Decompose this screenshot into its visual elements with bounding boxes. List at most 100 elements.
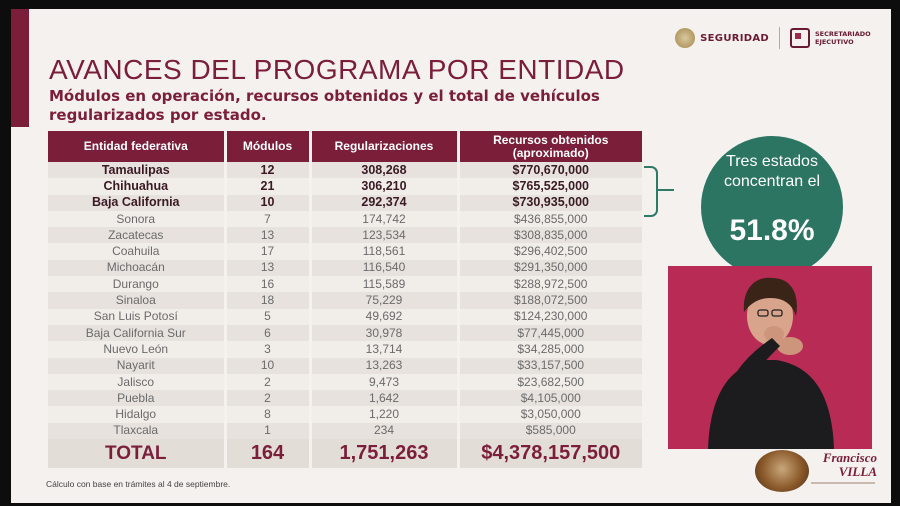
table-row: Tamaulipas 12 308,268 $770,670,000 [48, 162, 642, 179]
states-table: Entidad federativa Módulos Regularizacio… [48, 131, 642, 469]
callout-bubble: Tres estados concentran el 51.8% [701, 136, 843, 278]
total-row: TOTAL 164 1,751,263 $4,378,157,500 [48, 439, 642, 469]
cell-entidad: Coahuila [48, 243, 225, 260]
cell-recursos: $188,072,500 [456, 292, 642, 309]
cell-recursos: $124,230,000 [456, 308, 642, 325]
cell-entidad: Baja California [48, 194, 225, 211]
villa-portrait-icon [755, 450, 809, 492]
sign-language-interpreter [668, 266, 872, 449]
total-recursos: $4,378,157,500 [456, 439, 642, 469]
table-row: Jalisco 2 9,473 $23,682,500 [48, 373, 642, 391]
cell-recursos: $770,670,000 [456, 162, 642, 179]
cell-modulos: 2 [223, 373, 310, 391]
table-row: Sonora 7 174,742 $436,855,000 [48, 210, 642, 228]
total-modulos: 164 [223, 439, 310, 469]
table-row: San Luis Potosí 5 49,692 $124,230,000 [48, 308, 642, 325]
cell-modulos: 1 [223, 422, 310, 440]
cell-regularizaciones: 123,534 [308, 227, 458, 244]
header-entidad: Entidad federativa [48, 131, 225, 162]
callout-text: Tres estados concentran el [723, 153, 821, 190]
table-row: Sinaloa 18 75,229 $188,072,500 [48, 292, 642, 309]
header-recursos: Recursos obtenidos (aproximado) [456, 131, 642, 162]
cell-modulos: 10 [223, 194, 310, 211]
cell-entidad: Nayarit [48, 357, 225, 374]
villa-logo: Francisco VILLA [755, 446, 879, 498]
callout-percent: 51.8% [729, 214, 815, 247]
cell-regularizaciones: 13,714 [308, 341, 458, 358]
cell-entidad: Baja California Sur [48, 324, 225, 342]
table-row: Hidalgo 8 1,220 $3,050,000 [48, 406, 642, 423]
cell-modulos: 16 [223, 276, 310, 293]
cell-modulos: 13 [223, 227, 310, 244]
table-row: Nayarit 10 13,263 $33,157,500 [48, 357, 642, 374]
header-modulos: Módulos [223, 131, 310, 162]
national-seal-icon [675, 28, 696, 48]
table-row: Chihuahua 21 306,210 $765,525,000 [48, 178, 642, 195]
logo-seguridad: SEGURIDAD [675, 28, 769, 48]
logo-divider [779, 27, 780, 49]
cell-regularizaciones: 75,229 [308, 292, 458, 309]
cell-modulos: 6 [223, 324, 310, 342]
cell-recursos: $436,855,000 [456, 210, 642, 228]
header-regularizaciones: Regularizaciones [308, 131, 458, 162]
table-row: Puebla 2 1,642 $4,105,000 [48, 390, 642, 407]
table-row: Tlaxcala 1 234 $585,000 [48, 422, 642, 440]
table-row: Baja California Sur 6 30,978 $77,445,000 [48, 324, 642, 342]
cell-entidad: Tamaulipas [48, 162, 225, 179]
interpreter-figure-icon [708, 277, 834, 449]
cell-entidad: San Luis Potosí [48, 308, 225, 325]
cell-entidad: Chihuahua [48, 178, 225, 195]
cell-recursos: $23,682,500 [456, 373, 642, 391]
cell-recursos: $4,105,000 [456, 390, 642, 407]
table-row: Baja California 10 292,374 $730,935,000 [48, 194, 642, 211]
slide: SEGURIDAD SECRETARIADO EJECUTIVO AVANCES… [11, 9, 891, 503]
cell-modulos: 3 [223, 341, 310, 358]
villa-underline [811, 482, 875, 484]
cell-modulos: 12 [223, 162, 310, 179]
table-header-row: Entidad federativa Módulos Regularizacio… [48, 131, 642, 162]
cell-modulos: 13 [223, 259, 310, 277]
cell-entidad: Zacatecas [48, 227, 225, 244]
footnote: Cálculo con base en trámites al 4 de sep… [46, 479, 231, 489]
table-row: Nuevo León 3 13,714 $34,285,000 [48, 341, 642, 358]
cell-recursos: $308,835,000 [456, 227, 642, 244]
cell-regularizaciones: 30,978 [308, 324, 458, 342]
cell-modulos: 21 [223, 178, 310, 195]
cell-entidad: Durango [48, 276, 225, 293]
cell-regularizaciones: 118,561 [308, 243, 458, 260]
cell-regularizaciones: 1,642 [308, 390, 458, 407]
cell-entidad: Jalisco [48, 373, 225, 391]
cell-entidad: Sonora [48, 210, 225, 228]
slide-subtitle: Módulos en operación, recursos obtenidos… [49, 87, 600, 124]
cell-recursos: $585,000 [456, 422, 642, 440]
total-regularizaciones: 1,751,263 [308, 439, 458, 469]
cell-modulos: 18 [223, 292, 310, 309]
cell-regularizaciones: 306,210 [308, 178, 458, 195]
logo-seguridad-text: SEGURIDAD [700, 32, 769, 44]
cell-recursos: $33,157,500 [456, 357, 642, 374]
cell-recursos: $296,402,500 [456, 243, 642, 260]
slide-title: AVANCES DEL PROGRAMA POR ENTIDAD [49, 54, 625, 85]
cell-regularizaciones: 308,268 [308, 162, 458, 179]
cell-regularizaciones: 174,742 [308, 210, 458, 228]
cell-regularizaciones: 292,374 [308, 194, 458, 211]
cell-regularizaciones: 9,473 [308, 373, 458, 391]
cell-recursos: $291,350,000 [456, 259, 642, 277]
cell-modulos: 2 [223, 390, 310, 407]
cell-entidad: Puebla [48, 390, 225, 407]
cell-modulos: 5 [223, 308, 310, 325]
cell-entidad: Hidalgo [48, 406, 225, 423]
header-logos: SEGURIDAD SECRETARIADO EJECUTIVO [675, 27, 875, 49]
cell-recursos: $34,285,000 [456, 341, 642, 358]
cell-recursos: $288,972,500 [456, 276, 642, 293]
cell-modulos: 10 [223, 357, 310, 374]
cell-regularizaciones: 49,692 [308, 308, 458, 325]
table-row: Durango 16 115,589 $288,972,500 [48, 276, 642, 293]
cell-regularizaciones: 116,540 [308, 259, 458, 277]
bracket-pointer [658, 189, 674, 191]
table-row: Michoacán 13 116,540 $291,350,000 [48, 259, 642, 277]
cell-modulos: 17 [223, 243, 310, 260]
top-three-bracket [644, 166, 658, 217]
cell-entidad: Nuevo León [48, 341, 225, 358]
total-label: TOTAL [48, 439, 225, 469]
